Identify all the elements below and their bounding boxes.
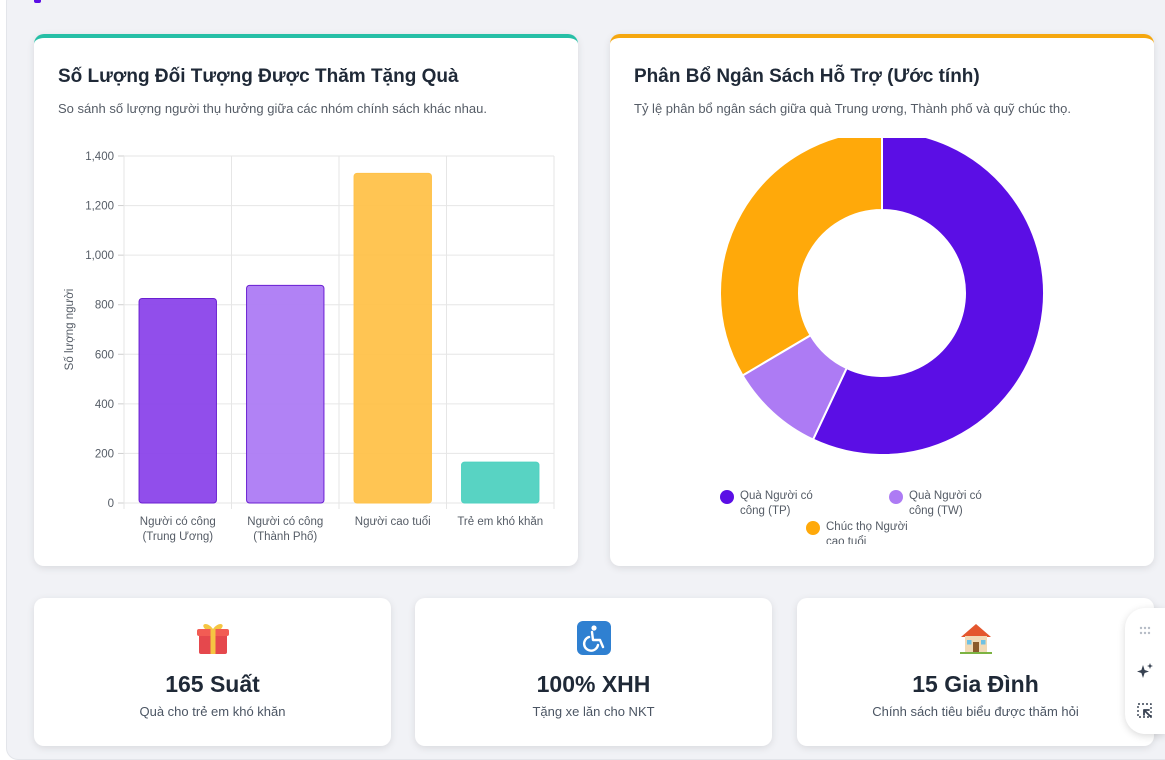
legend-label-line: Quà Người có	[909, 490, 982, 502]
bar	[461, 461, 540, 504]
y-axis-label: Số lượng người	[64, 289, 76, 371]
bar	[353, 172, 432, 504]
stat-label: Quà cho trẻ em khó khăn	[139, 704, 286, 719]
legend-item[interactable]: Quà Người có công (TP)	[720, 489, 813, 519]
legend-item[interactable]: Chúc thọ Người cao tuổi	[806, 520, 908, 544]
legend-swatch	[889, 490, 903, 504]
bar-chart-card: Số Lượng Đối Tượng Được Thăm Tặng Quà So…	[34, 34, 578, 566]
pie-legend: Quà Người có công (TP) Quà Người có công (…	[610, 486, 1154, 544]
floating-toolbar	[1125, 608, 1165, 734]
house-icon	[959, 624, 992, 654]
bar	[246, 284, 325, 504]
pie-chart-title: Phân Bổ Ngân Sách Hỗ Trợ (Ước tính)	[634, 66, 980, 87]
stat-value: 15 Gia Đình	[912, 671, 1039, 697]
bar-chart-subtitle: So sánh số lượng người thụ hưởng giữa cá…	[58, 101, 487, 116]
drag-handle-icon[interactable]	[1135, 621, 1155, 641]
x-tick-label: (Trung Ương)	[142, 531, 213, 543]
stat-label: Chính sách tiêu biểu được thăm hỏi	[872, 704, 1079, 719]
legend-swatch	[720, 490, 734, 504]
pie-chart-subtitle: Tỷ lệ phân bổ ngân sách giữa quà Trung ư…	[634, 101, 1071, 116]
y-tick-label: 200	[95, 448, 114, 460]
legend-swatch	[806, 521, 820, 535]
y-tick-label: 400	[95, 399, 114, 411]
stat-card-families: 15 Gia Đình Chính sách tiêu biểu được th…	[797, 598, 1154, 746]
x-tick-label: Người có công	[140, 516, 216, 528]
legend-label-line: công (TW)	[909, 505, 963, 517]
stat-card-gifts: 165 Suất Quà cho trẻ em khó khăn	[34, 598, 391, 746]
sparkle-icon[interactable]	[1135, 661, 1155, 681]
x-tick-label: Người cao tuổi	[355, 516, 431, 528]
y-tick-label: 800	[95, 300, 114, 312]
y-tick-label: 1,400	[85, 151, 114, 163]
bar-chart-title: Số Lượng Đối Tượng Được Thăm Tặng Quà	[58, 66, 459, 87]
legend-item[interactable]: Quà Người có công (TW)	[889, 489, 982, 519]
y-tick-label: 1,200	[85, 201, 114, 213]
legend-label-line: cao tuổi	[826, 536, 867, 544]
legend-label-line: Chúc thọ Người	[826, 521, 908, 533]
bar-chart: 0 200 400 600 800 1,000 1,200 1,400 Người có côn…	[64, 151, 555, 543]
y-tick-label: 600	[95, 349, 114, 361]
select-region-icon[interactable]	[1135, 701, 1155, 721]
stat-value: 165 Suất	[165, 671, 260, 697]
wheelchair-icon	[576, 621, 611, 655]
y-tick-label: 0	[108, 498, 114, 510]
donut-slice	[719, 138, 883, 377]
pie-chart-card: Phân Bổ Ngân Sách Hỗ Trợ (Ước tính) Tỷ l…	[610, 34, 1154, 566]
x-tick-label: (Thành Phố)	[253, 531, 317, 543]
x-tick-label: Người có công	[247, 516, 323, 528]
bar	[138, 298, 217, 504]
stat-value: 100% XHH	[536, 671, 651, 697]
x-tick-label: Trẻ em khó khăn	[457, 516, 543, 528]
donut-slice	[811, 138, 1045, 456]
stat-label: Tặng xe lăn cho NKT	[532, 704, 655, 719]
stat-card-wheelchair: 100% XHH Tặng xe lăn cho NKT	[415, 598, 772, 746]
y-tick-label: 1,000	[85, 250, 114, 262]
legend-label-line: công (TP)	[740, 505, 791, 517]
legend-label-line: Quà Người có	[740, 490, 813, 502]
header-accent	[34, 0, 41, 3]
gift-icon	[196, 624, 229, 654]
donut-chart	[719, 138, 1045, 456]
